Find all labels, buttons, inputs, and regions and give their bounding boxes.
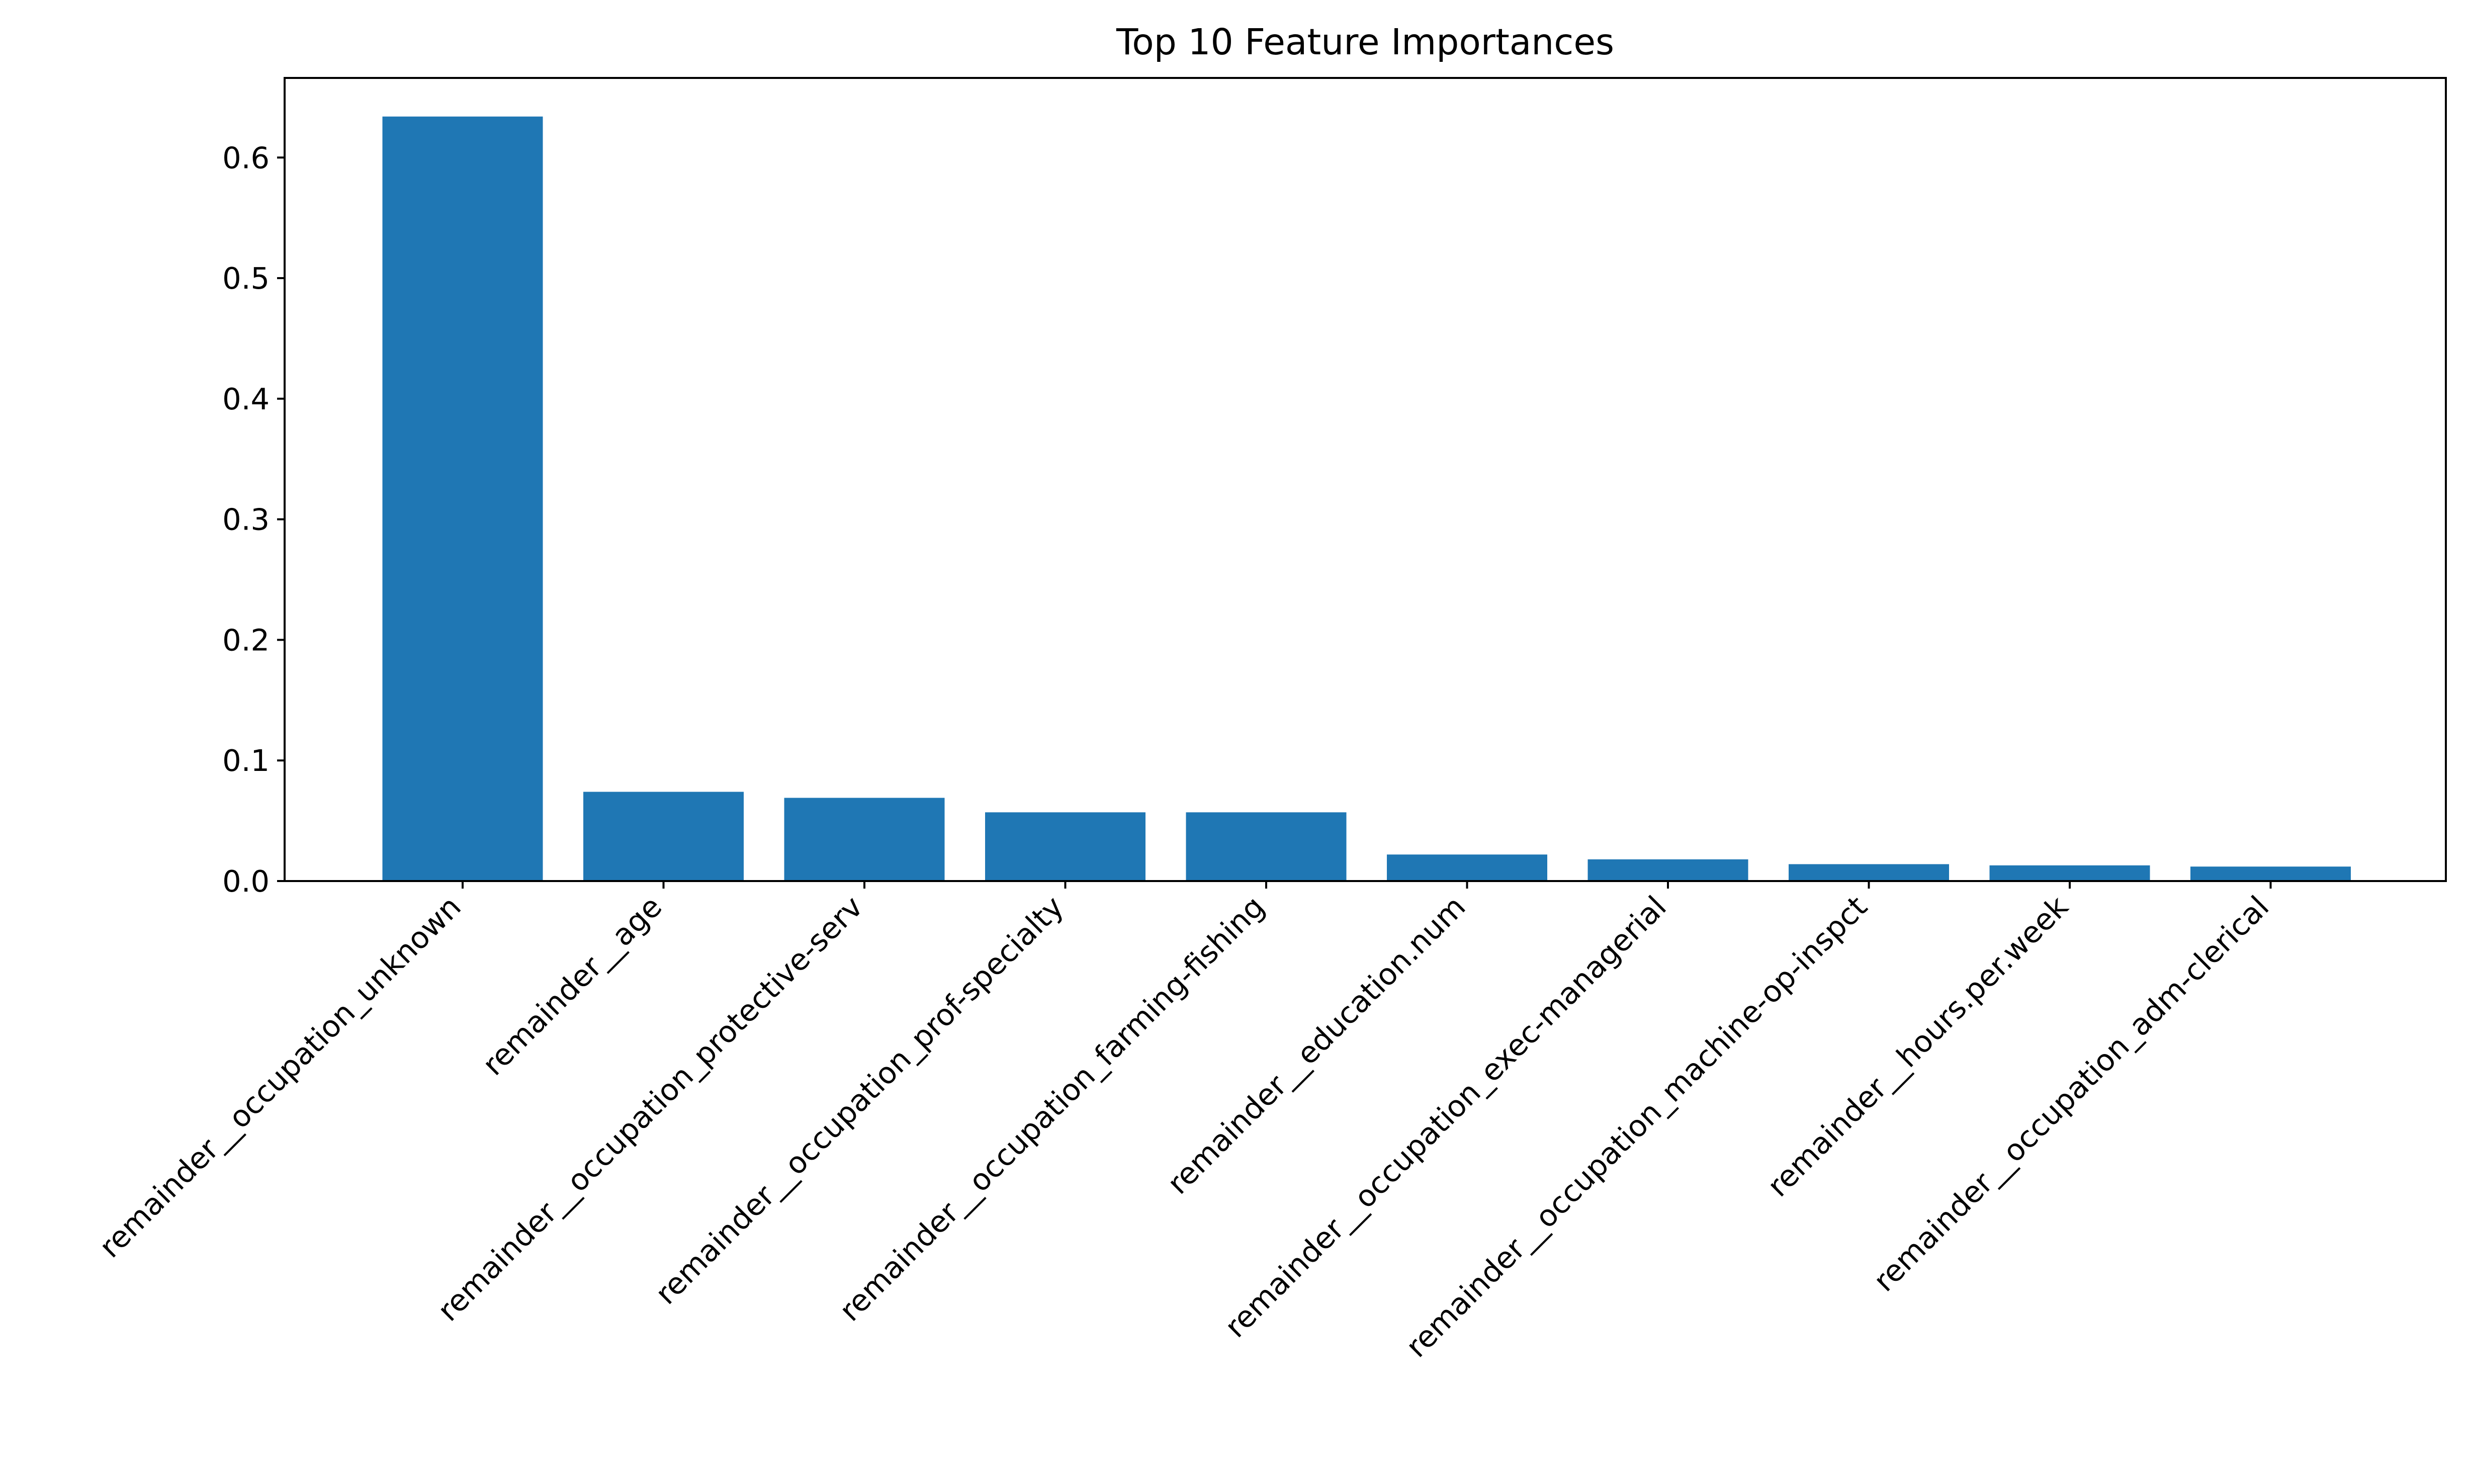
y-tick-label-5: 0.5: [222, 261, 270, 296]
bar-2: [583, 792, 744, 881]
bar-6: [1387, 854, 1547, 881]
chart-title: Top 10 Feature Importances: [1116, 21, 1614, 63]
y-tick-label-3: 0.3: [222, 502, 270, 537]
bar-1: [382, 116, 543, 882]
y-tick-label-4: 0.4: [222, 382, 270, 416]
y-tick-label-1: 0.1: [222, 743, 270, 778]
y-tick-label-0: 0.0: [222, 864, 270, 899]
y-tick-label-2: 0.2: [222, 623, 270, 657]
bar-8: [1789, 864, 1949, 881]
bar-10: [2190, 866, 2351, 881]
y-axis: 0.0 0.1 0.2 0.3 0.4 0.5 0.6: [222, 140, 285, 899]
bar-9: [1989, 865, 2150, 881]
plot-frame: [284, 77, 2447, 882]
bar-4: [985, 812, 1145, 881]
y-tick-label-6: 0.6: [222, 140, 270, 175]
bar-7: [1587, 859, 1748, 881]
bar-5: [1186, 812, 1347, 881]
bar-3: [784, 798, 945, 881]
bars-group: [382, 116, 2351, 882]
